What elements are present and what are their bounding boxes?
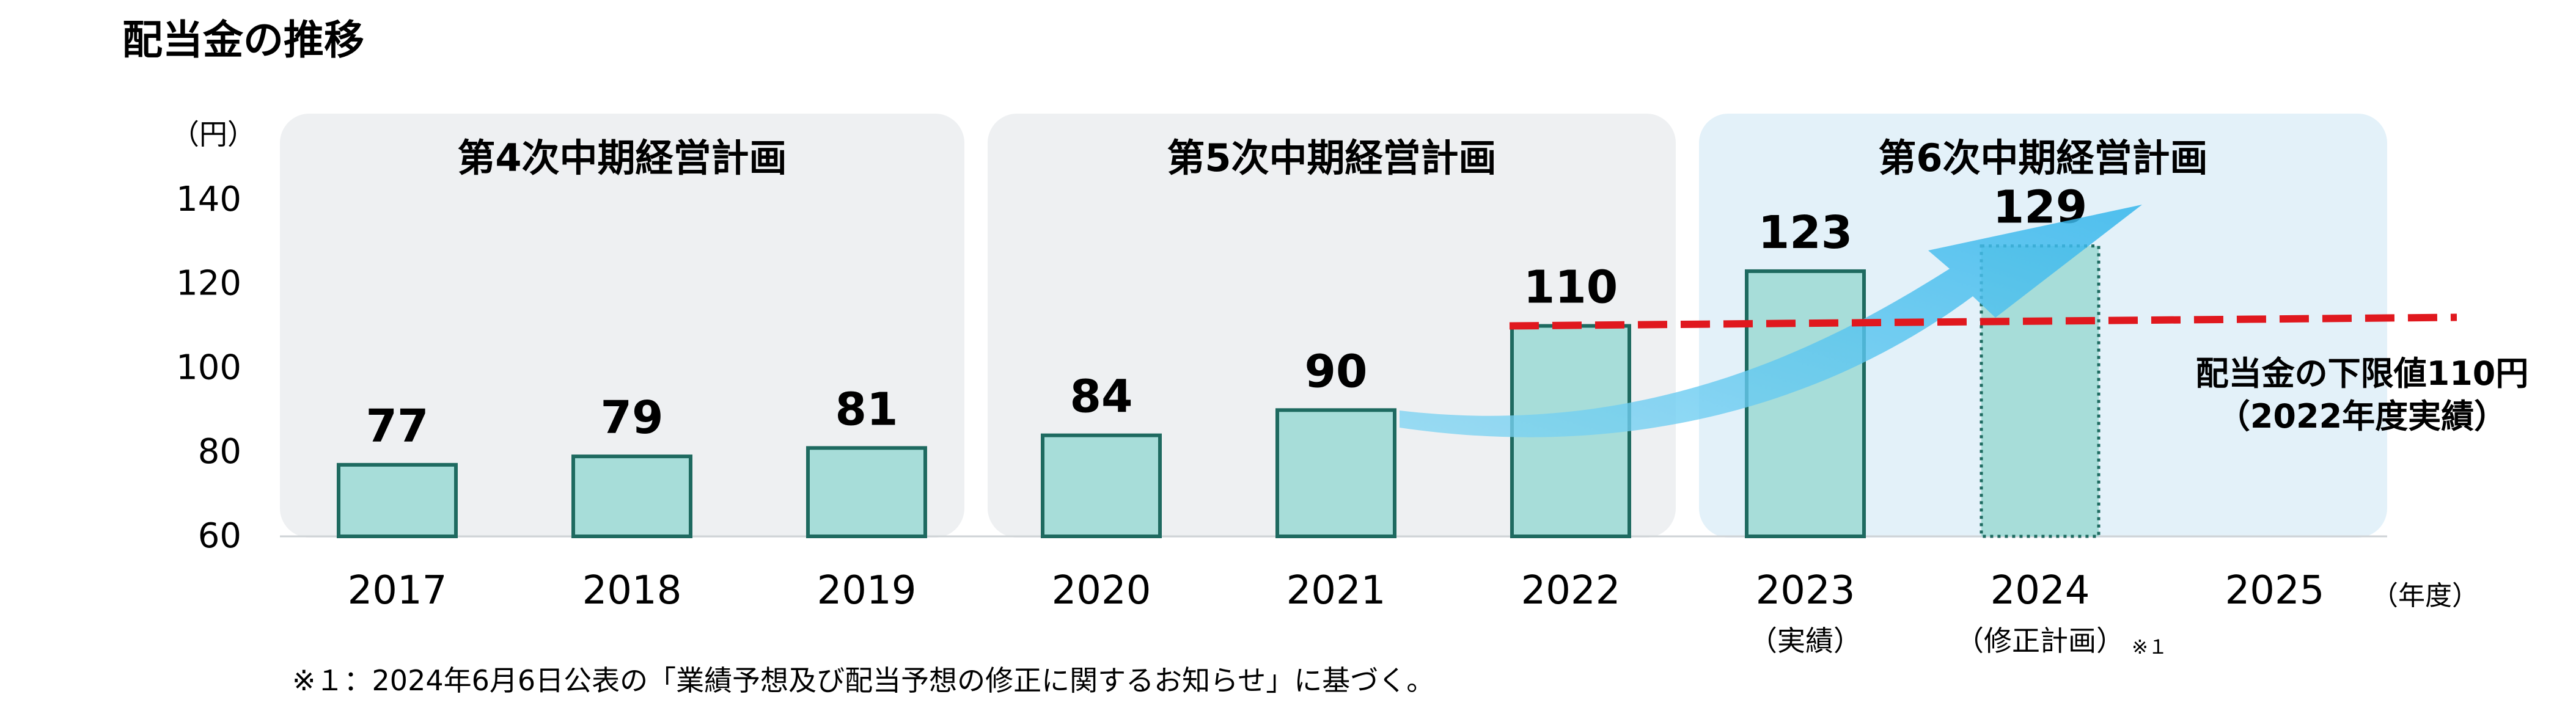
plan-panel-label: 第4次中期経営計画 [457, 136, 787, 180]
x-tick-label: 2025 [2225, 568, 2325, 613]
x-tick-sublabel: （修正計画） [1956, 624, 2124, 657]
x-tick-label: 2017 [348, 568, 447, 613]
reference-label: 配当金の下限値110円 [2196, 354, 2529, 393]
year-unit-label: （年度） [2371, 580, 2479, 611]
x-tick-sublabel-note: ※１ [2132, 635, 2168, 659]
y-tick-label: 60 [198, 516, 241, 556]
x-tick-label: 2022 [1521, 568, 1621, 613]
reference-line-dash [1509, 313, 2457, 330]
value-label: 79 [601, 392, 664, 444]
x-tick-label: 2020 [1052, 568, 1151, 613]
plan-panel-label: 第6次中期経営計画 [1878, 136, 2207, 180]
x-axis: 2017 2018 2019 2020 2021 2022 2023 （実績） 2024 （修正計… [348, 568, 2325, 659]
x-tick-label: 2018 [582, 568, 682, 613]
growth-arrow-shape [1400, 205, 2142, 437]
x-tick-sublabel: （実績） [1749, 624, 1862, 657]
value-label: 90 [1305, 345, 1368, 398]
reference-line: 配当金の下限値110円 （2022年度実績） [1509, 313, 2529, 436]
plan-panel [280, 114, 964, 538]
x-tick-label: 2024 [1991, 568, 2090, 613]
bar-2020 [1041, 433, 1162, 539]
y-tick-label: 120 [176, 264, 241, 304]
bar-2017 [337, 462, 458, 538]
value-label: 81 [835, 383, 898, 436]
chart-title: 配当金の推移 [122, 16, 364, 64]
y-tick-label: 100 [176, 348, 241, 387]
value-label: 110 [1524, 261, 1618, 314]
bar-2023 [1745, 269, 1866, 538]
x-tick-label: 2021 [1286, 568, 1386, 613]
y-unit-label: （円） [171, 118, 255, 151]
x-tick-label: 2019 [817, 568, 917, 613]
x-tick-label: 2023 [1756, 568, 1855, 613]
bar-2018 [571, 454, 692, 539]
bar-2019 [806, 446, 927, 538]
footnote: ※１：2024年6月6日公表の「業績予想及び配当予想の修正に関するお知らせ」に基… [292, 664, 1434, 697]
y-tick-label: 140 [176, 180, 241, 219]
y-tick-label: 80 [198, 432, 241, 472]
value-label: 77 [366, 400, 429, 453]
plan-panel-label: 第5次中期経営計画 [1167, 136, 1496, 180]
value-label: 123 [1758, 206, 1852, 259]
value-label: 84 [1070, 371, 1133, 423]
bar-2021 [1275, 408, 1396, 538]
reference-sublabel: （2022年度実績） [2217, 397, 2507, 436]
growth-arrow [1400, 205, 2142, 437]
